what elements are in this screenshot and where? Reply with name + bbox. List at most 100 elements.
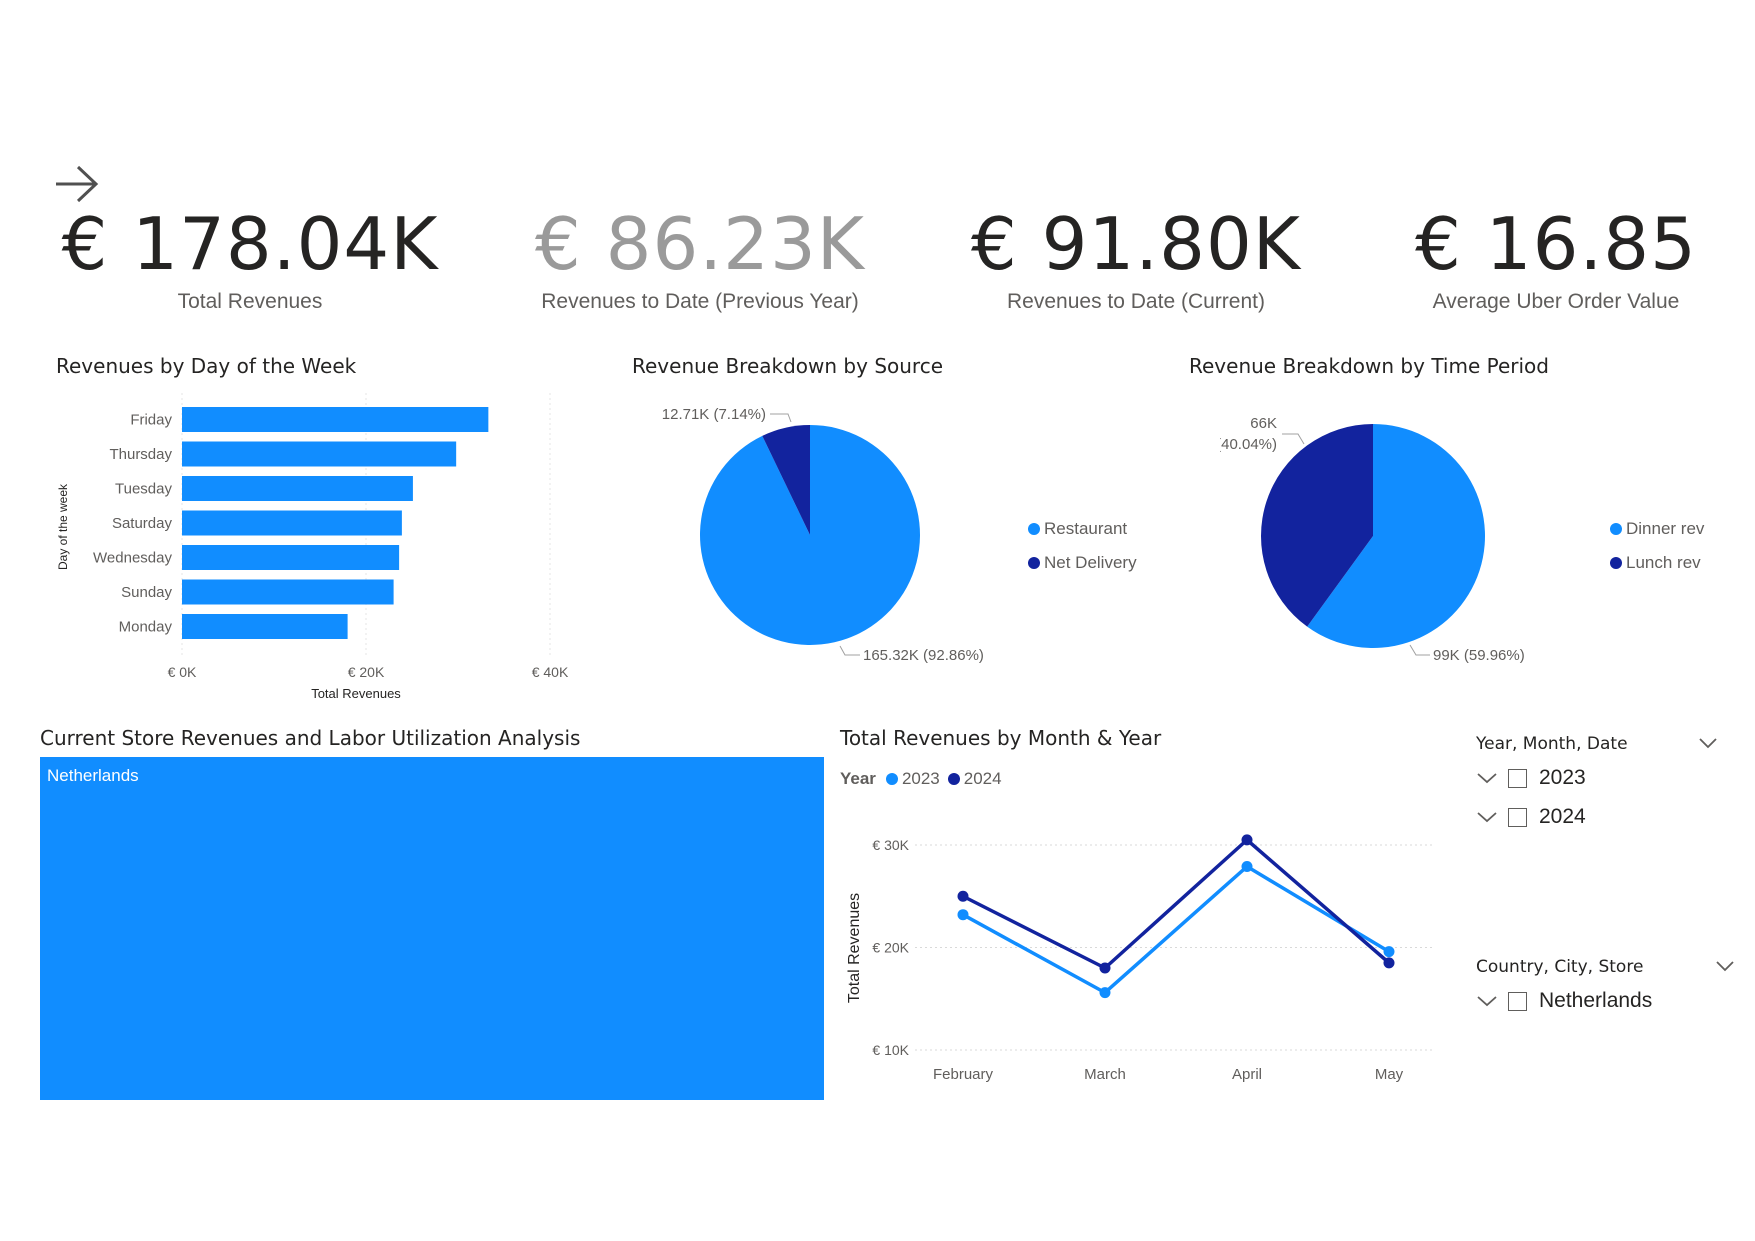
- data-point-2023: [1241, 861, 1253, 873]
- line-legend: Year 2023 2024: [840, 769, 1002, 789]
- kpi-label: Revenues to Date (Previous Year): [541, 290, 859, 313]
- pie-slice-net-delivery: [762, 425, 810, 535]
- pie-slice-dinner-rev: [1307, 424, 1485, 648]
- kpi-label: Total Revenues: [177, 290, 323, 313]
- kpi-value: € 178.04K: [61, 202, 439, 286]
- y-tick-label: Friday: [130, 412, 172, 429]
- chevron-down-icon[interactable]: [1698, 736, 1718, 750]
- pie-period-chart[interactable]: 66K (40.04%) 99K (59.96%): [1220, 400, 1600, 700]
- bar-sunday: [182, 579, 394, 605]
- bar-saturday: [182, 510, 402, 536]
- kpi-average-order-value: € 16.85 Average Uber Order Value: [1346, 200, 1755, 314]
- legend-label: Net Delivery: [1044, 553, 1137, 572]
- slicer-item-label: Netherlands: [1539, 989, 1653, 1012]
- legend-dot: [1028, 523, 1040, 535]
- y-axis-label: Day of the week: [56, 483, 70, 570]
- x-tick-label: March: [1084, 1066, 1126, 1083]
- y-tick-label: Monday: [119, 619, 173, 636]
- legend-label: Restaurant: [1044, 519, 1128, 538]
- line-series-2023: [962, 864, 1390, 995]
- kpi-value: € 16.85: [1415, 202, 1697, 286]
- legend-item-restaurant[interactable]: Restaurant: [1028, 519, 1127, 539]
- slicer-item-label: 2023: [1539, 766, 1586, 789]
- data-point-2024: [1099, 962, 1111, 974]
- chevron-down-icon[interactable]: [1715, 959, 1735, 973]
- x-tick-label: May: [1375, 1066, 1404, 1083]
- legend-label-2024[interactable]: 2024: [963, 769, 1002, 788]
- x-tick-label: February: [933, 1066, 994, 1083]
- kpi-revenues-previous-year: € 86.23K Revenues to Date (Previous Year…: [490, 200, 910, 314]
- data-point-2023: [957, 909, 969, 921]
- legend-item-lunch-rev[interactable]: Lunch rev: [1610, 553, 1701, 573]
- x-tick-label: € 0K: [168, 664, 197, 680]
- slicer-item-netherlands[interactable]: Netherlands: [1476, 987, 1652, 1015]
- y-tick-label: € 30K: [872, 837, 909, 853]
- pie-source-title: Revenue Breakdown by Source: [632, 354, 944, 378]
- legend-dot: [1610, 557, 1622, 569]
- y-tick-label: Tuesday: [115, 481, 172, 498]
- y-tick-label: € 10K: [872, 1042, 909, 1058]
- data-point-2024: [1241, 834, 1253, 846]
- bar-chart[interactable]: € 0K € 20K € 40K Friday Thursday Tuesday Satur…: [40, 385, 600, 705]
- chevron-down-icon[interactable]: [1476, 810, 1498, 824]
- leader-line: [1282, 433, 1305, 445]
- x-axis-label: Total Revenues: [311, 686, 401, 701]
- kpi-value: € 86.23K: [534, 202, 866, 286]
- leader-line: [1409, 644, 1430, 656]
- legend-label-2023[interactable]: 2023: [901, 769, 940, 788]
- kpi-label: Average Uber Order Value: [1432, 290, 1680, 313]
- bar-friday: [182, 407, 489, 432]
- y-tick-label: Saturday: [112, 515, 173, 532]
- x-tick-label: € 20K: [348, 664, 385, 680]
- legend-item-net-delivery[interactable]: Net Delivery: [1028, 553, 1137, 573]
- leader-line: [839, 645, 860, 656]
- legend-item-dinner-rev[interactable]: Dinner rev: [1610, 519, 1704, 539]
- legend-title: Year: [840, 769, 876, 788]
- treemap-title: Current Store Revenues and Labor Utiliza…: [40, 726, 581, 750]
- bar-thursday: [182, 441, 457, 467]
- y-axis-label: Total Revenues: [846, 893, 863, 1003]
- line-chart[interactable]: € 30K € 20K € 10K February March April May Tota…: [835, 830, 1475, 1110]
- treemap-tile-netherlands[interactable]: Netherlands: [40, 757, 824, 1100]
- line-series-2024: [962, 838, 1391, 970]
- slicer-location-title: Country, City, Store: [1476, 957, 1644, 977]
- legend-dot: [1610, 523, 1622, 535]
- pie-data-label: 66K: [1250, 415, 1277, 432]
- kpi-label: Revenues to Date (Current): [1007, 290, 1265, 313]
- slicer-item-label: 2024: [1539, 805, 1586, 828]
- checkbox[interactable]: [1508, 807, 1527, 827]
- checkbox[interactable]: [1508, 991, 1527, 1011]
- data-point-2023: [1099, 987, 1111, 999]
- legend-label: Dinner rev: [1626, 519, 1705, 538]
- kpi-value: € 91.80K: [970, 202, 1302, 286]
- kpi-revenues-current: € 91.80K Revenues to Date (Current): [926, 200, 1346, 314]
- slicer-date-title: Year, Month, Date: [1476, 734, 1628, 754]
- chevron-down-icon[interactable]: [1476, 994, 1498, 1008]
- treemap-label: Netherlands: [47, 766, 139, 785]
- bar-chart-title: Revenues by Day of the Week: [56, 354, 357, 378]
- y-tick-label: Sunday: [121, 584, 172, 601]
- bar-tuesday: [182, 476, 413, 501]
- pie-source-chart[interactable]: 12.71K (7.14%) 165.32K (92.86%): [640, 400, 1020, 700]
- pie-data-label: 12.71K (7.14%): [662, 406, 766, 423]
- arrow-right-icon[interactable]: [52, 164, 102, 204]
- legend-dot: [885, 773, 898, 785]
- pie-data-label: 99K (59.96%): [1433, 647, 1525, 664]
- slicer-item-2024[interactable]: 2024: [1476, 803, 1586, 831]
- data-point-2024: [957, 890, 969, 902]
- bar-wednesday: [182, 545, 400, 570]
- line-chart-title: Total Revenues by Month & Year: [840, 726, 1162, 750]
- pie-data-label: (40.04%): [1220, 436, 1277, 453]
- y-tick-label: Wednesday: [93, 550, 172, 567]
- x-tick-label: € 40K: [532, 664, 569, 680]
- legend-dot: [947, 773, 960, 785]
- slicer-item-2023[interactable]: 2023: [1476, 764, 1586, 792]
- checkbox[interactable]: [1508, 768, 1527, 788]
- bar-monday: [182, 614, 348, 639]
- legend-label: Lunch rev: [1626, 553, 1701, 572]
- chevron-down-icon[interactable]: [1476, 771, 1498, 785]
- pie-period-title: Revenue Breakdown by Time Period: [1189, 354, 1549, 378]
- y-tick-label: Thursday: [109, 446, 172, 463]
- pie-data-label: 165.32K (92.86%): [863, 647, 984, 664]
- x-tick-label: April: [1232, 1066, 1262, 1083]
